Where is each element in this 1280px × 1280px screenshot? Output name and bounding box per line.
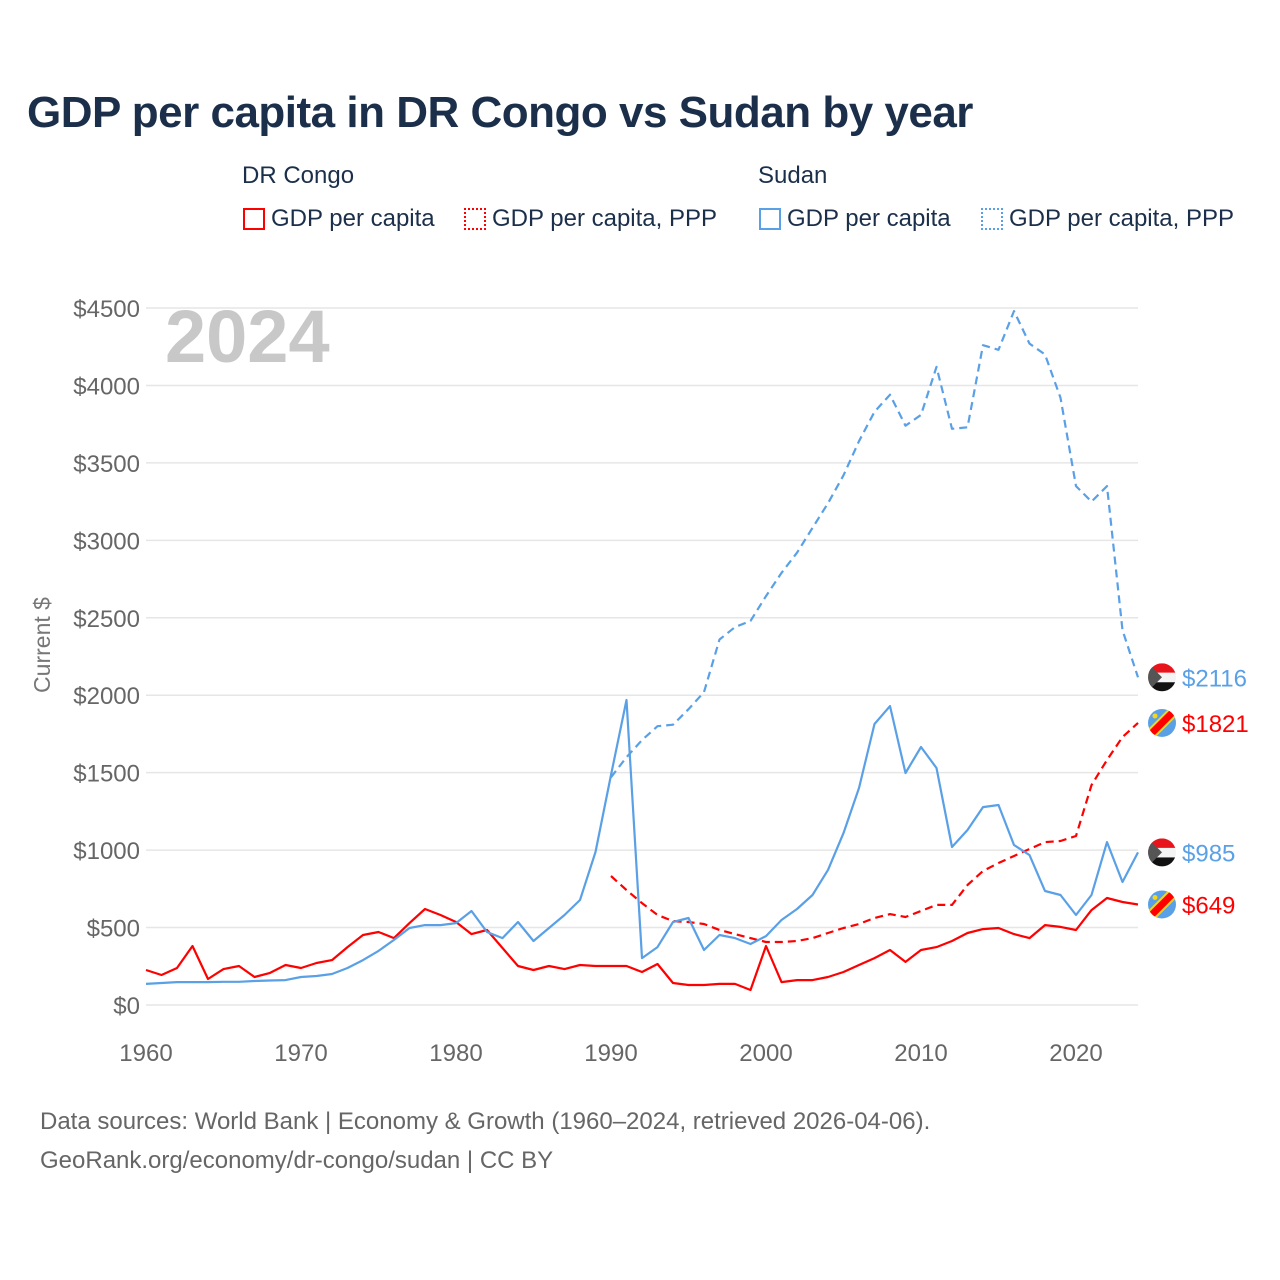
legend-label: GDP per capita, PPP — [492, 205, 717, 232]
flag-stripe — [1148, 857, 1176, 867]
y-tick-label: $3500 — [73, 451, 140, 478]
y-tick-label: $1500 — [73, 761, 140, 788]
y-tick-label: $0 — [113, 993, 140, 1020]
drc-flag-icon — [1148, 890, 1176, 919]
x-tick-label: 2000 — [739, 1040, 792, 1067]
flag-triangle — [1148, 838, 1162, 867]
flag-stripe — [1148, 672, 1176, 683]
y-tick-label: $4500 — [73, 296, 140, 323]
y-tick-label: $1000 — [73, 838, 140, 865]
sudan-flag-icon — [1148, 663, 1176, 692]
flag-star — [1152, 713, 1158, 719]
x-tick-label: 2010 — [894, 1040, 947, 1067]
end-value-label: $649 — [1182, 892, 1235, 919]
x-tick-label: 1960 — [119, 1040, 172, 1067]
flag-fill — [1148, 708, 1176, 737]
legend-group-sudan: Sudan — [758, 162, 828, 189]
legend-label: GDP per capita — [787, 205, 951, 232]
flag-fill — [1148, 663, 1176, 692]
legend-swatch — [759, 208, 781, 230]
legend-item-drc-gdp[interactable]: GDP per capita — [243, 205, 435, 233]
drc-dashed-series-line — [610, 722, 1139, 944]
sudan-dashed-series-line — [610, 310, 1140, 778]
legend-label: GDP per capita — [271, 205, 435, 232]
flag-fill — [1148, 890, 1176, 919]
drc-flag-icon — [1148, 708, 1176, 737]
sudan-solid-series-line — [145, 698, 1139, 985]
x-tick-label: 2020 — [1049, 1040, 1102, 1067]
flag-fill — [1148, 838, 1176, 867]
y-tick-label: $2000 — [73, 683, 140, 710]
drc-solid-series-line — [145, 896, 1139, 992]
legend-swatch — [464, 208, 486, 230]
x-tick-label: 1990 — [584, 1040, 637, 1067]
y-axis-label: Current $ — [29, 597, 55, 693]
y-tick-label: $2500 — [73, 606, 140, 633]
y-tick-label: $4000 — [73, 373, 140, 400]
flag-stripe — [1148, 838, 1176, 848]
legend-item-drc-ppp[interactable]: GDP per capita, PPP — [464, 205, 717, 233]
end-value-label: $2116 — [1182, 665, 1247, 692]
end-value-label: $1821 — [1182, 711, 1249, 738]
chart-title: GDP per capita in DR Congo vs Sudan by y… — [27, 88, 973, 137]
legend-item-sudan-ppp[interactable]: GDP per capita, PPP — [981, 205, 1234, 233]
legend-swatch — [981, 208, 1003, 230]
footer-link[interactable]: GeoRank.org/economy/dr-congo/sudan | CC … — [40, 1147, 554, 1174]
legend-swatch — [243, 208, 265, 230]
end-value-label: $985 — [1182, 840, 1235, 867]
x-tick-label: 1970 — [274, 1040, 327, 1067]
legend-item-sudan-gdp[interactable]: GDP per capita — [759, 205, 951, 233]
y-tick-label: $3000 — [73, 528, 140, 555]
flag-star — [1152, 894, 1158, 900]
flag-stripe — [1148, 682, 1176, 692]
legend-group-drc: DR Congo — [242, 162, 355, 189]
flag-stripe — [1148, 663, 1176, 673]
year-watermark: 2024 — [165, 295, 330, 378]
x-tick-label: 1980 — [429, 1040, 482, 1067]
legend-label: GDP per capita, PPP — [1009, 205, 1234, 232]
footer-sources: Data sources: World Bank | Economy & Gro… — [40, 1108, 931, 1135]
flag-triangle — [1148, 663, 1162, 692]
sudan-flag-icon — [1148, 838, 1176, 867]
flag-stripe — [1148, 847, 1176, 858]
y-tick-label: $500 — [87, 916, 140, 943]
